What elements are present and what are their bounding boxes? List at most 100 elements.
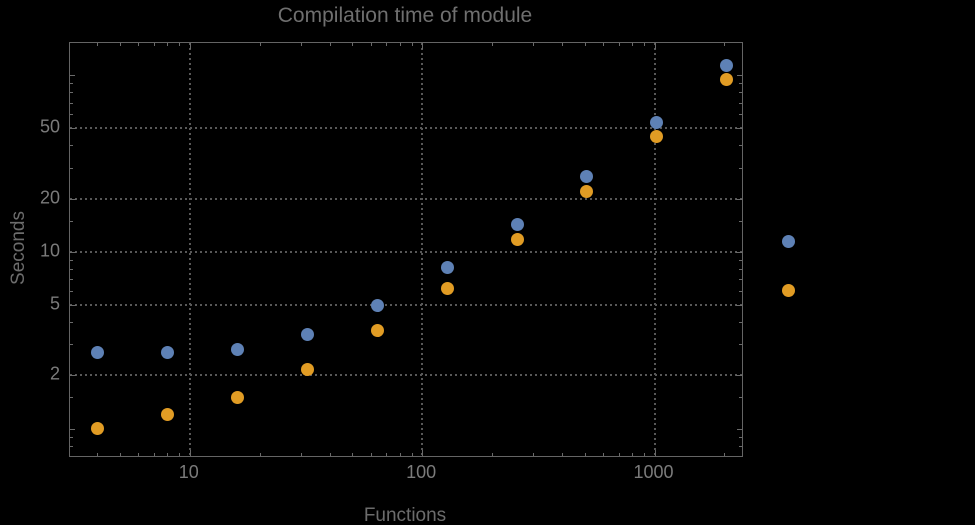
x-tick-mark [411,43,413,46]
data-point-orange-series [720,73,734,87]
y-tick-mark [70,375,76,377]
y-tick-mark [739,269,742,270]
y-tick-mark [70,397,73,399]
x-tick-mark [584,453,586,456]
x-tick-mark [562,43,564,46]
data-point-blue-series [300,328,314,342]
x-tick-mark [138,453,140,456]
y-tick-mark [70,344,73,346]
x-tick-mark [631,43,633,46]
y-tick-mark [70,269,73,270]
x-tick-mark [654,450,656,456]
y-tick-mark [739,344,742,346]
data-point-blue-series [90,345,104,359]
x-tick-mark [370,453,372,456]
x-tick-mark [422,43,424,49]
y-tick-mark [739,436,742,438]
y-tick-mark [70,251,76,253]
y-tick-label: 50 [39,116,60,137]
y-tick-mark [70,305,76,307]
data-point-blue-series [650,115,664,129]
data-point-orange-series [90,422,104,436]
x-tick-mark [643,43,645,46]
y-tick-mark [70,83,73,85]
x-tick-mark [411,453,413,456]
x-tick-mark [119,453,121,456]
y-axis-label: Seconds [8,211,29,285]
y-tick-mark [739,322,742,324]
data-point-orange-series [160,408,174,422]
y-tick-mark [70,259,73,261]
x-tick-mark [422,450,424,456]
x-tick-mark [329,43,331,46]
x-tick-mark [562,453,564,456]
data-point-orange-series [370,323,384,337]
data-point-blue-series [720,58,734,72]
y-gridline [70,197,742,200]
x-tick-mark [724,43,726,46]
y-tick-mark [70,436,73,438]
y-tick-label: 2 [49,363,60,384]
x-tick-mark [167,453,169,456]
y-gridline [70,250,742,253]
y-tick-mark [737,428,742,430]
y-tick-mark [739,259,742,261]
x-tick-mark [189,43,191,49]
data-point-blue-series [230,343,244,357]
y-gridline [70,127,742,130]
chart-title: Compilation time of module [277,4,533,27]
data-point-orange-series [440,282,454,296]
x-tick-label: 10 [178,462,199,482]
data-point-blue-series [510,218,524,232]
x-tick-mark [533,43,535,46]
y-tick-mark [70,291,73,293]
data-point-blue-series [370,298,384,312]
x-tick-mark [602,453,604,456]
data-point-orange-series [300,363,314,377]
data-point-orange-series [580,184,594,198]
y-tick-mark [739,445,742,447]
x-tick-mark [259,43,261,46]
y-tick-mark [736,251,742,253]
y-tick-mark [70,428,75,430]
y-tick-mark [70,220,73,222]
x-gridline [188,43,191,456]
x-tick-mark [584,43,586,46]
y-tick-label: 20 [39,187,60,208]
y-tick-mark [70,279,73,281]
y-tick-mark [739,397,742,399]
x-tick-mark [492,453,494,456]
data-point-blue-series [440,260,454,274]
x-tick-mark [153,43,155,46]
x-tick-mark [370,43,372,46]
x-tick-mark [386,43,388,46]
y-tick-mark [739,114,742,116]
y-tick-mark [736,128,742,130]
y-tick-mark [736,305,742,307]
y-tick-mark [70,102,73,104]
x-tick-mark [386,453,388,456]
x-tick-mark [492,43,494,46]
x-tick-label: 1000 [633,462,674,482]
y-tick-mark [70,198,76,200]
y-tick-label: 10 [39,240,60,261]
x-tick-mark [97,453,99,456]
x-gridline [653,43,656,456]
y-tick-mark [736,375,742,377]
y-gridline [70,304,742,307]
y-tick-mark [739,167,742,169]
x-tick-mark [97,43,99,46]
x-tick-mark [329,453,331,456]
x-tick-mark [602,43,604,46]
data-point-orange-series [650,129,664,143]
x-tick-mark [352,453,354,456]
x-tick-mark [300,453,302,456]
y-tick-mark [739,92,742,94]
y-tick-mark [739,220,742,222]
x-tick-mark [352,43,354,46]
data-point-blue-series [580,169,594,183]
y-tick-mark [70,322,73,324]
y-tick-mark [739,145,742,147]
x-axis-label: Functions [363,505,447,525]
